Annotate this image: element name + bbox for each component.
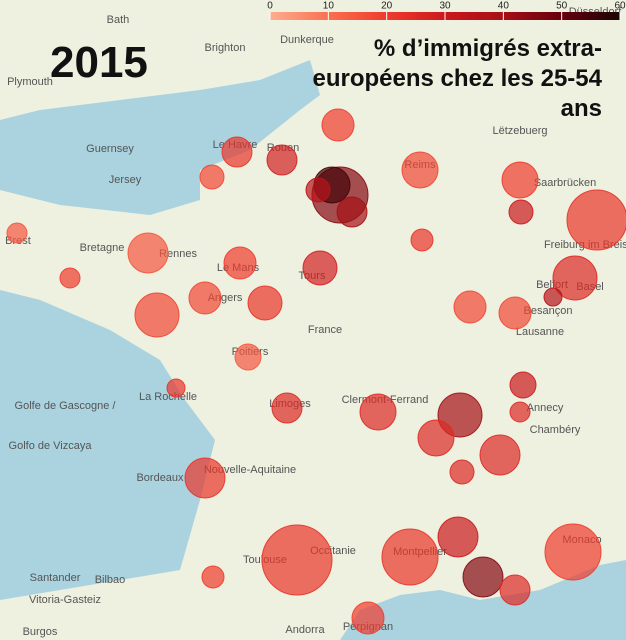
bubble xyxy=(184,457,226,499)
bubble xyxy=(566,189,626,251)
mediterranean xyxy=(340,560,626,640)
bubble xyxy=(302,250,338,286)
bubble xyxy=(417,419,455,457)
place-label: Santander xyxy=(30,572,81,584)
bubble xyxy=(509,401,531,423)
bubble xyxy=(410,228,434,252)
bubble xyxy=(247,285,283,321)
bubble xyxy=(453,290,487,324)
place-label: Andorra xyxy=(285,624,325,636)
place-label: Bretagne xyxy=(80,242,125,254)
place-label: Bilbao xyxy=(95,574,126,586)
bubble xyxy=(134,292,180,338)
bubble xyxy=(508,199,534,225)
bubble xyxy=(127,232,169,274)
bubble xyxy=(6,222,28,244)
place-label: Besançon xyxy=(524,305,573,317)
bubble xyxy=(336,196,368,228)
bubble xyxy=(449,459,475,485)
bubble xyxy=(479,434,521,476)
colorbar-tick-label: 50 xyxy=(556,1,568,12)
bubble xyxy=(498,296,532,330)
colorbar-tick-label: 60 xyxy=(614,1,626,12)
place-label: Plymouth xyxy=(7,76,53,88)
bubble xyxy=(401,151,439,189)
colorbar-tick-label: 0 xyxy=(267,1,273,12)
bubble xyxy=(509,371,537,399)
bubble xyxy=(271,392,303,424)
bubble xyxy=(166,378,186,398)
bubble xyxy=(201,565,225,589)
bubble xyxy=(221,136,253,168)
legend-title: % d’immigrés extra-européens chez les 25… xyxy=(312,35,602,122)
place-label: Lausanne xyxy=(516,326,564,338)
colorbar-tick-label: 30 xyxy=(439,1,451,12)
place-label: Chambéry xyxy=(530,424,581,436)
colorbar-tick-label: 40 xyxy=(498,1,510,12)
place-label: Brighton xyxy=(205,42,246,54)
place-label: France xyxy=(308,324,342,336)
bubble xyxy=(381,528,439,586)
place-label: Lëtzebuerg xyxy=(492,125,547,137)
bubble xyxy=(305,177,331,203)
bubble xyxy=(59,267,81,289)
place-label: Golfe de Gascogne / xyxy=(15,400,117,412)
bubble xyxy=(234,343,262,371)
place-label: Saarbrücken xyxy=(534,177,596,189)
bubble xyxy=(543,287,563,307)
bubble xyxy=(499,574,531,606)
bubble xyxy=(501,161,539,199)
place-label: Rennes xyxy=(159,248,197,260)
place-label: Nouvelle-Aquitaine xyxy=(204,464,296,476)
place-label: Bordeaux xyxy=(136,472,184,484)
place-label: Guernsey xyxy=(86,143,134,155)
place-label: Jersey xyxy=(109,174,142,186)
bubble xyxy=(351,601,385,635)
bubble xyxy=(223,246,257,280)
place-label: Bath xyxy=(107,14,130,26)
bubble xyxy=(462,556,504,598)
bubble xyxy=(188,281,222,315)
bubble xyxy=(261,524,333,596)
place-label: Dunkerque xyxy=(280,34,334,46)
bubble xyxy=(552,255,598,301)
bubble xyxy=(359,393,397,431)
bubble xyxy=(266,144,298,176)
colorbar-tick-label: 10 xyxy=(323,1,335,12)
place-label: Annecy xyxy=(527,402,564,414)
bubble xyxy=(199,164,225,190)
place-label: Vitoria-Gasteiz xyxy=(29,594,101,606)
bubble xyxy=(437,516,479,558)
bubble xyxy=(544,523,602,581)
place-label: Burgos xyxy=(23,626,58,638)
place-label: Golfo de Vizcaya xyxy=(9,440,93,452)
colorbar-tick-label: 20 xyxy=(381,1,393,12)
title: 2015 xyxy=(50,38,148,87)
bubble xyxy=(321,108,355,142)
